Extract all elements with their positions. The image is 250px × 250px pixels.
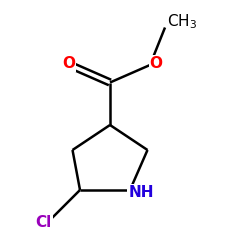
Text: O: O	[62, 56, 75, 71]
Text: Cl: Cl	[36, 215, 52, 230]
Text: CH$_3$: CH$_3$	[168, 12, 198, 30]
Text: O: O	[150, 56, 163, 71]
Text: NH: NH	[128, 185, 154, 200]
